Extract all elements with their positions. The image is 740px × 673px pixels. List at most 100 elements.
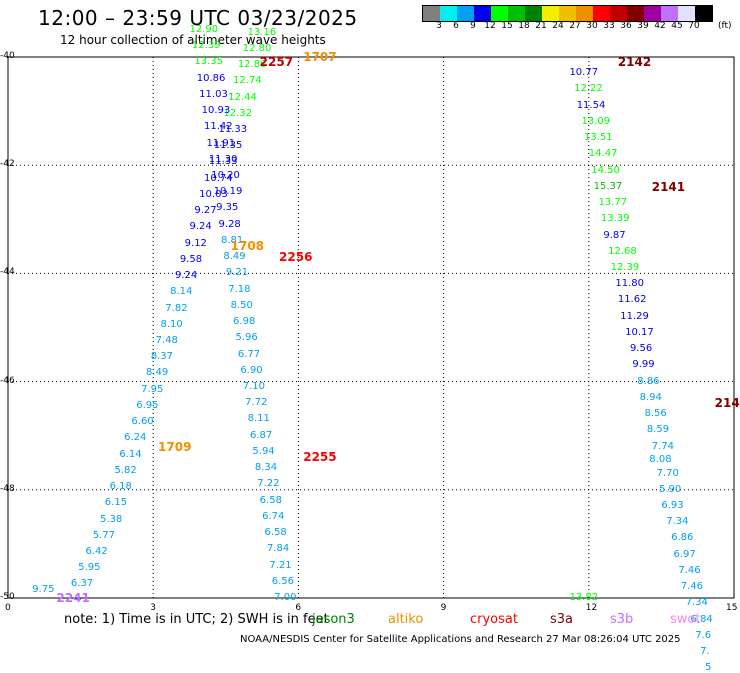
wave-height-value: 7.82 <box>165 302 188 314</box>
wave-height-value: 6.90 <box>240 364 263 376</box>
legend-item-jason3: jason3 <box>312 612 355 627</box>
x-tick-label: 9 <box>440 603 447 613</box>
color-swatch <box>508 6 525 21</box>
pass-number-label: 2256 <box>279 250 313 265</box>
wave-height-value: 13.16 <box>247 26 277 38</box>
color-scale-label: 12 <box>484 21 496 31</box>
wave-height-value: 10.93 <box>201 105 231 117</box>
plot-frame <box>7 56 735 599</box>
pass-number-label: 2241 <box>56 591 90 605</box>
wave-height-value: 7.70 <box>656 467 679 479</box>
wave-height-value: 14.47 <box>588 148 618 160</box>
wave-height-value: 12.74 <box>233 75 262 87</box>
color-swatch <box>525 6 542 21</box>
pass-number-label: 2255 <box>303 450 337 465</box>
wave-height-value: 9.27 <box>194 205 217 217</box>
wave-height-value: 7.21 <box>269 559 292 571</box>
wave-height-value: 8.86 <box>637 375 660 387</box>
color-swatch <box>457 6 474 21</box>
color-scale-label: 33 <box>603 21 615 31</box>
x-tick-label: 15 <box>726 603 738 613</box>
wave-height-value: 6.37 <box>70 578 94 590</box>
wave-height-value: 9.35 <box>216 202 239 214</box>
wave-height-value: 9.99 <box>632 359 655 371</box>
color-swatch <box>474 6 491 21</box>
wave-height-value: 12.39 <box>610 261 640 273</box>
color-scale-label: 15 <box>501 21 513 31</box>
legend-item-s3a: s3a <box>550 612 574 627</box>
color-swatch <box>627 6 644 21</box>
wave-height-value: 7.46 <box>680 581 704 593</box>
pass-number-label: 1709 <box>158 439 192 454</box>
legend-item-cryosat: cryosat <box>470 612 518 627</box>
wave-height-value: 7.84 <box>266 543 290 555</box>
color-scale-unit: (ft) <box>718 21 732 31</box>
color-scale-label: 21 <box>535 21 547 31</box>
y-tick-label: -40 <box>0 51 15 61</box>
wave-height-value: 9.58 <box>179 253 203 265</box>
wave-height-value: 10.74 <box>204 172 233 184</box>
color-swatch <box>576 6 593 21</box>
color-swatch <box>610 6 627 21</box>
footer-credit: NOAA/NESDIS Center for Satellite Applica… <box>240 634 681 645</box>
color-scale-label: 36 <box>620 21 632 31</box>
color-scale-label: 24 <box>552 21 564 31</box>
wave-height-value: 5.38 <box>99 513 123 525</box>
wave-height-value: 5.94 <box>252 445 275 457</box>
color-swatch <box>644 6 661 21</box>
wave-height-value: 6.58 <box>259 494 282 506</box>
wave-height-value: 13.09 <box>581 115 611 127</box>
wave-height-value: 7.10 <box>242 381 265 392</box>
wave-height-value: 8.10 <box>160 318 183 330</box>
wave-height-value: 12.44 <box>228 91 257 103</box>
pass-number-label: 1708 <box>230 239 265 254</box>
color-scale-label: 39 <box>637 21 649 31</box>
wave-height-value: 7.6 <box>695 629 712 641</box>
wave-height-value: 8.94 <box>639 391 662 403</box>
wave-height-value: 11.33 <box>218 124 248 136</box>
x-tick-label: 6 <box>295 603 302 613</box>
wave-height-value: 12.68 <box>608 245 637 257</box>
wave-height-value: 15.37 <box>593 180 623 192</box>
y-tick-label: -50 <box>0 592 15 602</box>
wave-height-value: 8.59 <box>646 424 670 436</box>
y-tick-label: -44 <box>0 267 15 278</box>
wave-height-value: 12.80 <box>242 42 272 54</box>
pass-number-label: 2257 <box>259 55 294 70</box>
legend-item-altiko: altiko <box>388 612 424 627</box>
wave-height-value: 12.86 <box>237 59 267 71</box>
wave-height-value: 11.62 <box>617 294 647 306</box>
color-scale-label: 3 <box>436 21 442 31</box>
wave-height-value: 13.51 <box>583 132 613 144</box>
wave-height-map <box>7 56 735 599</box>
pass-number-label: 1707 <box>303 50 337 64</box>
wave-height-value: 13.39 <box>600 213 630 225</box>
wave-height-value: 8.50 <box>230 299 253 311</box>
wave-height-value: 12.90 <box>189 23 219 35</box>
legend-item-s3b: s3b <box>610 612 634 627</box>
wave-height-value: 6.98 <box>233 316 256 328</box>
wave-height-value: 5.82 <box>114 464 137 476</box>
wave-height-value: 11.35 <box>213 140 243 152</box>
wave-height-value: 11.42 <box>204 121 233 133</box>
wave-height-value: 11.33 <box>208 156 238 168</box>
wave-height-value: 9.28 <box>218 218 241 230</box>
color-swatch <box>491 6 508 21</box>
wave-height-value: 10.17 <box>625 326 654 338</box>
color-scale-label: 27 <box>569 21 581 31</box>
wave-height-value: 9.24 <box>174 270 198 282</box>
wave-height-value: 5 <box>704 662 712 673</box>
footer-note: note: 1) Time is in UTC; 2) SWH is in fe… <box>64 612 329 627</box>
x-tick-label: 12 <box>585 603 598 613</box>
wave-height-value: 12.32 <box>223 107 253 119</box>
wave-height-value: 7.95 <box>141 383 164 395</box>
x-tick-label: 0 <box>5 603 11 613</box>
wave-height-value: 6.58 <box>264 527 287 539</box>
color-swatch <box>661 6 678 21</box>
pass-number-label: 2141 <box>651 179 686 194</box>
color-scale-label: 18 <box>518 21 530 31</box>
wave-height-value: 7.48 <box>155 335 178 347</box>
wave-height-value: 5.77 <box>92 529 115 541</box>
wave-height-value: 6.97 <box>673 548 696 560</box>
wave-height-value: 6.86 <box>671 532 694 544</box>
